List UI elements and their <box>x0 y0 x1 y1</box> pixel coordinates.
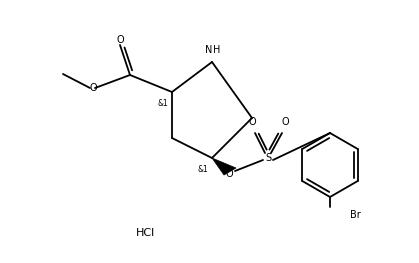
Text: &1: &1 <box>197 165 208 174</box>
Text: S: S <box>265 153 271 163</box>
Text: O: O <box>281 117 289 127</box>
Text: &1: &1 <box>157 99 168 109</box>
Text: O: O <box>248 117 256 127</box>
Text: O: O <box>225 169 233 179</box>
Polygon shape <box>212 158 236 175</box>
Text: H: H <box>213 45 221 55</box>
Text: HCl: HCl <box>135 228 155 238</box>
Text: N: N <box>205 45 213 55</box>
Text: O: O <box>89 83 97 93</box>
Text: Br: Br <box>350 210 361 220</box>
Text: O: O <box>116 35 124 45</box>
